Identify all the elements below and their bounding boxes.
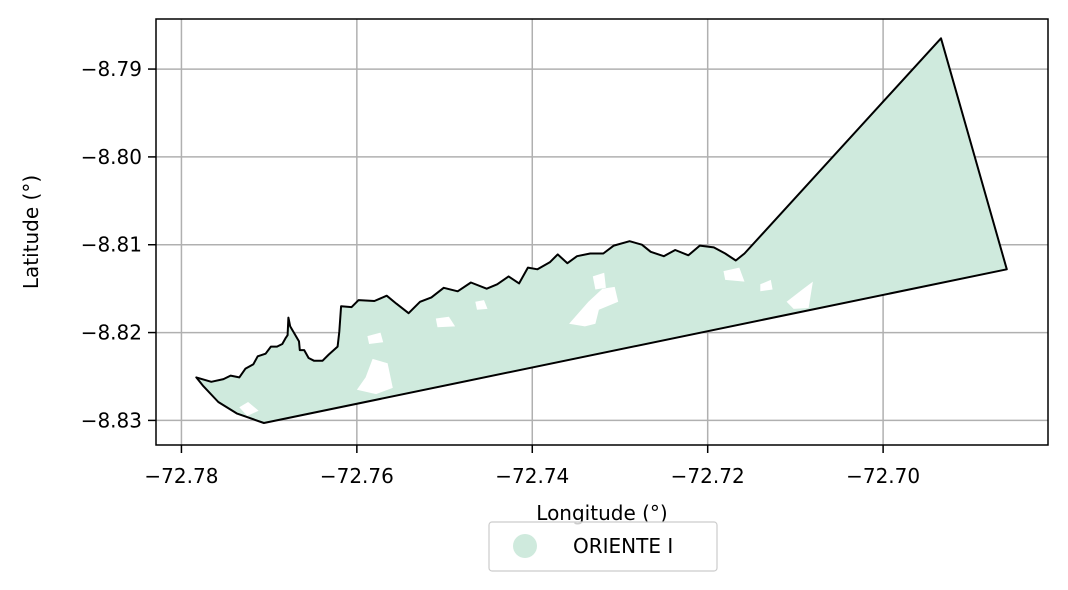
x-tick-label: −72.72: [671, 464, 745, 488]
legend: ORIENTE I: [488, 521, 718, 572]
x-tick-label: −72.74: [495, 464, 569, 488]
plot-area: −72.78 −72.76 −72.74 −72.72 −72.70 −8.79 −8.80…: [81, 18, 1049, 488]
region-gap: [356, 358, 393, 395]
legend-marker-oriente-i: [513, 534, 537, 558]
x-tick-label: −72.70: [846, 464, 920, 488]
region-fill-oriente-i: [196, 38, 1007, 424]
x-tick-label: −72.76: [320, 464, 394, 488]
legend-box: [488, 521, 718, 572]
axes-frame: [155, 18, 1049, 446]
y-tick-label: −8.81: [81, 233, 142, 257]
y-axis-label: Latitude (°): [19, 175, 43, 289]
x-tick-label: −72.78: [144, 464, 218, 488]
region-gap: [723, 267, 745, 282]
x-axis-label: Longitude (°): [536, 501, 667, 525]
region-boundary-oriente-i: [195, 37, 1008, 424]
y-tick-label: −8.83: [81, 408, 142, 432]
region-gap: [367, 332, 384, 344]
region-gap: [569, 286, 619, 327]
legend-label-oriente-i: ORIENTE I: [573, 534, 673, 558]
region-gap: [786, 281, 813, 309]
region-gap: [592, 272, 606, 290]
y-tick-label: −8.82: [81, 321, 142, 345]
y-tick-label: −8.80: [81, 145, 142, 169]
region-gap: [239, 402, 259, 416]
y-tick-label: −8.79: [81, 57, 142, 81]
region-gap: [760, 279, 773, 292]
tick-layer: −72.78 −72.76 −72.74 −72.72 −72.70 −8.79 −8.80…: [81, 57, 920, 488]
region-gap: [435, 316, 456, 328]
region-gap: [475, 300, 488, 310]
region-layer: [195, 37, 1008, 424]
